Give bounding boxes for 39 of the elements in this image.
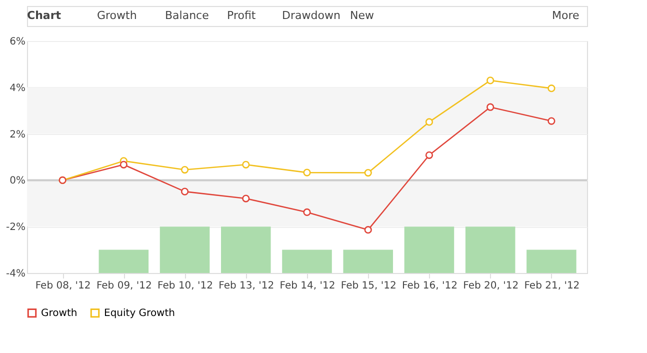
point — [303, 168, 311, 176]
x-tick-label: Feb 10, '12 — [158, 280, 214, 292]
text: New — [350, 9, 374, 22]
point — [180, 166, 189, 174]
y-tick-label: 4% — [10, 82, 26, 94]
point — [364, 226, 372, 234]
legend-label: Equity Growth — [104, 308, 175, 320]
point — [242, 194, 250, 202]
text: Growth — [97, 9, 137, 22]
point — [486, 103, 494, 111]
point — [548, 84, 556, 92]
x-tick-label: Feb 09, '12 — [96, 280, 152, 292]
point — [364, 168, 372, 177]
point — [486, 76, 494, 84]
text: Profit — [227, 9, 256, 22]
point — [425, 118, 434, 126]
legend-label: Growth — [41, 308, 78, 320]
x-tick-label: Feb 13, '12 — [218, 280, 274, 292]
x-tick-label: Feb 16, '12 — [402, 280, 458, 292]
point — [425, 151, 434, 159]
text: More — [552, 9, 580, 22]
y-tick-label: -4% — [6, 268, 26, 280]
y-tick-label: 2% — [10, 129, 26, 140]
y-tick-label: -2% — [6, 222, 26, 234]
point — [548, 117, 556, 125]
y-tick-label: 6% — [10, 36, 26, 48]
point — [303, 208, 311, 216]
text: Balance — [165, 9, 210, 22]
chart-title: Chart — [27, 9, 62, 22]
point — [180, 188, 189, 196]
x-tick-label: Feb 14, '12 — [280, 280, 336, 292]
point — [242, 160, 250, 168]
text: Drawdown — [282, 9, 340, 22]
point — [120, 160, 128, 168]
x-tick-label: Feb 15, '12 — [340, 280, 396, 292]
x-tick-label: Feb 20, '12 — [463, 280, 519, 292]
y-tick-label: 0% — [10, 176, 26, 187]
x-tick-label: Feb 21, '12 — [524, 280, 580, 292]
x-tick-label: Feb 08, '12 — [35, 280, 91, 292]
